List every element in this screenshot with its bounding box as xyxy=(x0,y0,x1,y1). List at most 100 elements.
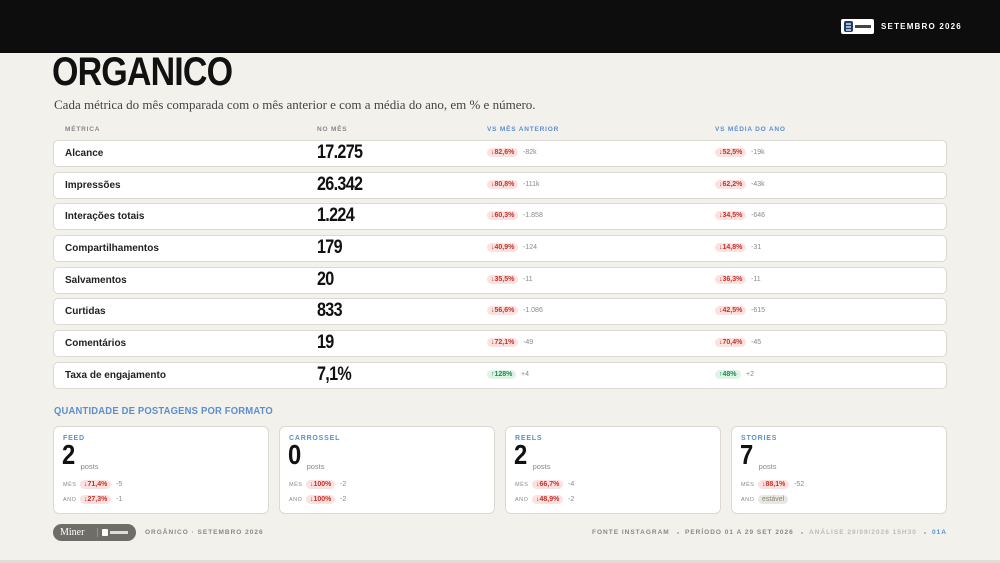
metric-name: Taxa de engajamento xyxy=(65,370,166,381)
compare-label: ANO xyxy=(515,497,529,503)
metric-name: Alcance xyxy=(65,148,104,159)
metric-value: 20 xyxy=(317,269,334,290)
change-badge: ↓60,3% xyxy=(487,211,519,220)
change-badge: ↓70,4% xyxy=(715,338,747,347)
change-delta: -82k xyxy=(523,149,537,156)
column-header: VS MÉDIA DO ANO xyxy=(715,126,786,133)
column-header: MÉTRICA xyxy=(65,126,101,133)
change-delta: +2 xyxy=(746,371,754,378)
format-name: REELS xyxy=(515,435,543,442)
change-badge: ↓52,5% xyxy=(715,148,747,157)
format-unit: posts xyxy=(758,462,777,471)
format-name: FEED xyxy=(63,435,85,442)
column-header: NO MÊS xyxy=(317,126,348,133)
compare-label: MÊS xyxy=(63,482,77,488)
change-badge: ↓36,3% xyxy=(715,275,747,284)
format-card xyxy=(53,426,269,514)
metric-value: 19 xyxy=(317,332,334,353)
change-badge: ↓27,3% xyxy=(80,495,112,504)
compare-label: MÊS xyxy=(741,482,755,488)
change-badge: ↓34,5% xyxy=(715,211,747,220)
format-name: STORIES xyxy=(741,435,778,442)
change-badge: ↓48,9% xyxy=(532,495,564,504)
change-badge: ↑48% xyxy=(715,370,741,379)
footer-meta: 01A xyxy=(932,529,947,536)
change-delta: -2 xyxy=(340,496,347,503)
change-badge: estável xyxy=(758,495,789,504)
metric-value: 7,1% xyxy=(317,364,352,385)
change-delta: -49 xyxy=(523,339,534,346)
metric-value: 179 xyxy=(317,237,343,258)
compare-label: ANO xyxy=(741,497,755,503)
separator-dot xyxy=(924,532,926,534)
change-badge: ↓82,6% xyxy=(487,148,519,157)
page-subtitle: Cada métrica do mês comparada com o mês … xyxy=(54,97,536,112)
metric-name: Curtidas xyxy=(65,306,106,317)
bottom-line xyxy=(0,560,1000,563)
change-delta: -124 xyxy=(523,244,538,251)
change-badge: ↓88,1% xyxy=(758,480,790,489)
change-delta: -4 xyxy=(568,481,575,488)
page-title: ORGANICO xyxy=(52,50,233,94)
change-badge: ↓80,8% xyxy=(487,180,519,189)
change-delta: -43k xyxy=(751,181,765,188)
format-count: 7 xyxy=(740,439,754,470)
metric-value: 26.342 xyxy=(317,174,363,195)
change-delta: -31 xyxy=(751,244,762,251)
change-badge: ↓40,9% xyxy=(487,243,519,252)
change-delta: -2 xyxy=(568,496,575,503)
format-count: 2 xyxy=(514,439,528,470)
logo-icon xyxy=(844,21,871,32)
table-row xyxy=(53,298,947,325)
compare-label: MÊS xyxy=(289,482,303,488)
compare-label: ANO xyxy=(289,497,303,503)
footer-section: ORGÂNICO · SETEMBRO 2026 xyxy=(145,529,264,536)
section-title: QUANTIDADE DE POSTAGENS POR FORMATO xyxy=(54,405,273,417)
change-delta: -11 xyxy=(751,276,761,283)
change-badge: ↓100% xyxy=(306,495,336,504)
separator-dot xyxy=(801,532,803,534)
change-delta: -2 xyxy=(340,481,347,488)
footer-meta: FONTE INSTAGRAM xyxy=(592,529,670,536)
change-delta: -5 xyxy=(116,481,123,488)
logo xyxy=(841,19,874,34)
change-delta: -615 xyxy=(751,307,766,314)
compare-label: ANO xyxy=(63,497,77,503)
change-badge: ↓66,7% xyxy=(532,480,564,489)
metric-value: 1.224 xyxy=(317,205,355,226)
format-unit: posts xyxy=(80,462,99,471)
change-delta: -11 xyxy=(523,276,533,283)
change-delta: -1.086 xyxy=(523,307,543,314)
change-badge: ↓71,4% xyxy=(80,480,112,489)
change-badge: ↓56,6% xyxy=(487,306,519,315)
change-delta: +4 xyxy=(521,371,529,378)
change-delta: -45 xyxy=(751,339,762,346)
metric-name: Salvamentos xyxy=(65,275,127,286)
brand-pill xyxy=(53,524,136,541)
change-delta: -111k xyxy=(523,181,540,188)
metric-name: Interações totais xyxy=(65,211,145,222)
metric-value: 17.275 xyxy=(317,142,363,163)
change-delta: -1 xyxy=(116,496,123,503)
format-unit: posts xyxy=(532,462,551,471)
change-badge: ↑128% xyxy=(487,370,517,379)
change-badge: ↓35,5% xyxy=(487,275,519,284)
table-row xyxy=(53,362,947,389)
change-delta: -19k xyxy=(751,149,765,156)
metric-name: Comentários xyxy=(65,338,127,349)
change-badge: ↓72,1% xyxy=(487,338,519,347)
footer-meta: PERÍODO 01 A 29 SET 2026 xyxy=(685,529,794,536)
format-name: CARROSSEL xyxy=(289,435,341,442)
change-badge: ↓42,5% xyxy=(715,306,747,315)
change-delta: -1.858 xyxy=(523,212,543,219)
change-badge: ↓14,8% xyxy=(715,243,747,252)
change-badge: ↓100% xyxy=(306,480,336,489)
footer-meta: ANÁLISE 29/09/2026 15H30 xyxy=(809,529,917,536)
brand-name: Miner xyxy=(60,527,85,538)
change-delta: -646 xyxy=(751,212,766,219)
top-bar xyxy=(0,0,1000,53)
brand-icon xyxy=(97,528,128,537)
change-badge: ↓62,2% xyxy=(715,180,747,189)
metric-name: Impressões xyxy=(65,180,121,191)
